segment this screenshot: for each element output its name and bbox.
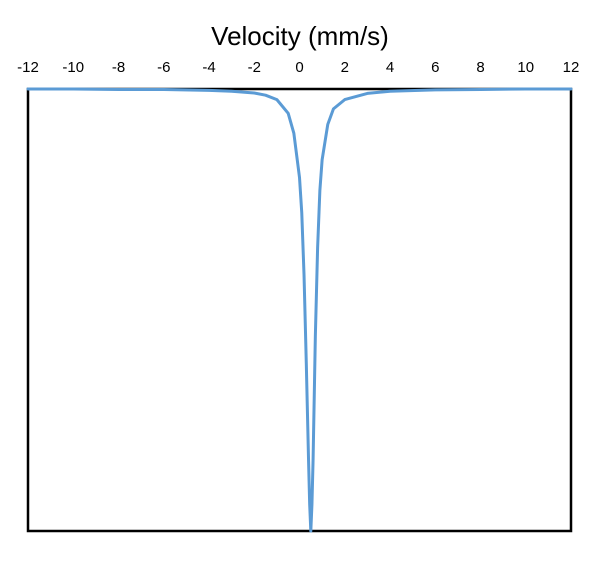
x-tick-label: -12 (17, 59, 39, 76)
x-axis-title: Velocity (mm/s) (211, 21, 389, 51)
x-tick-label: 12 (563, 59, 580, 76)
x-tick-label: 4 (386, 59, 394, 76)
x-tick-label: 8 (476, 59, 484, 76)
x-tick-label: -2 (248, 59, 261, 76)
x-tick-label: 2 (341, 59, 349, 76)
series-line (26, 87, 573, 533)
x-tick-label: 6 (431, 59, 439, 76)
x-tick-labels: -12 -10 -8 -6 -4 -2 0 2 4 6 8 10 12 (17, 59, 579, 76)
x-tick-label: 0 (295, 59, 303, 76)
x-tick-label: -6 (157, 59, 170, 76)
series-group (26, 87, 573, 533)
x-tick-label: 10 (517, 59, 534, 76)
x-tick-label: -10 (62, 59, 84, 76)
x-tick-label: -8 (112, 59, 125, 76)
x-tick-label: -4 (202, 59, 215, 76)
plot-area-frame (26, 87, 573, 533)
